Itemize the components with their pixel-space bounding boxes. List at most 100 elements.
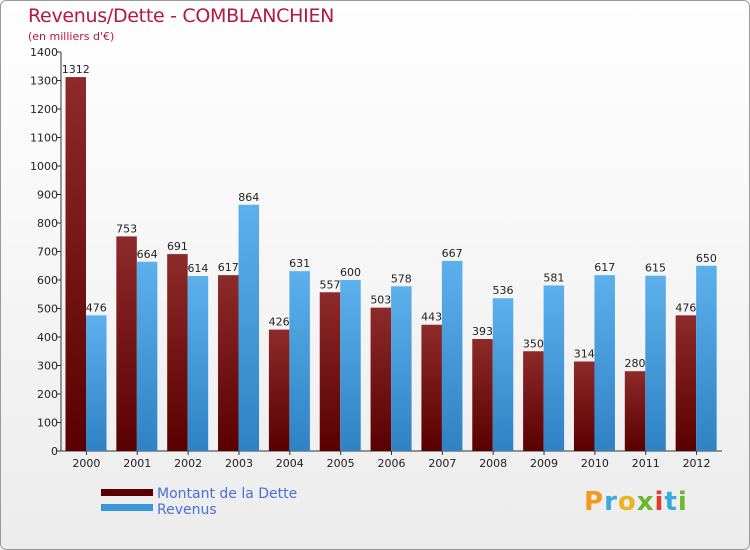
x-tick-label: 2003: [225, 457, 253, 470]
proxiti-logo: Proxiti: [584, 487, 688, 517]
data-label-dette: 476: [675, 301, 696, 314]
x-tick-label: 2002: [174, 457, 202, 470]
logo-letter: P: [584, 487, 605, 517]
data-label-revenus: 650: [696, 252, 717, 265]
data-label-dette: 314: [574, 348, 595, 361]
data-label-dette: 350: [523, 337, 544, 350]
y-tick-label: 300: [37, 360, 58, 373]
x-tick-label: 2010: [581, 457, 609, 470]
bar-revenus: [136, 261, 158, 451]
data-label-revenus: 864: [238, 191, 259, 204]
data-label-revenus: 667: [442, 247, 463, 260]
data-label-revenus: 617: [594, 261, 615, 274]
bar-revenus: [340, 280, 361, 451]
data-label-dette: 617: [218, 261, 239, 274]
y-tick-label: 1100: [30, 132, 58, 145]
data-label-revenus: 614: [187, 262, 208, 275]
data-label-dette: 443: [421, 311, 442, 324]
bar-revenus: [594, 275, 615, 451]
logo-letter: i: [654, 487, 665, 517]
y-tick-label: 600: [37, 274, 58, 287]
data-label-dette: 280: [625, 357, 646, 370]
bar-dette: [675, 315, 697, 451]
logo-letter: t: [664, 487, 678, 517]
bar-revenus: [238, 204, 260, 451]
bars: [65, 77, 717, 451]
data-label-dette: 503: [370, 294, 391, 307]
y-tick-label: 1400: [30, 46, 58, 59]
bar-revenus: [645, 275, 666, 451]
bar-dette: [472, 338, 493, 451]
y-tick-label: 900: [37, 189, 58, 202]
bar-revenus: [289, 271, 310, 451]
logo-letter: x: [636, 487, 655, 517]
bar-revenus: [86, 315, 107, 451]
bar-dette: [65, 77, 86, 451]
data-label-revenus: 476: [86, 301, 107, 314]
bar-dette: [624, 371, 646, 451]
x-tick-label: 2005: [327, 457, 355, 470]
x-tick-label: 2004: [276, 457, 304, 470]
x-axis: 2000 2001 2002 2003 2004 2005 2006 2007 2008 2009…: [61, 450, 722, 470]
y-tick-label: 400: [37, 331, 58, 344]
y-tick-label: 200: [37, 388, 58, 401]
y-axis: 0 100 200 300 400 500 600 700 800 900 1000 1100 1200…: [30, 46, 62, 458]
bar-dette: [116, 236, 137, 451]
bar-dette: [573, 361, 595, 451]
y-tick-label: 800: [37, 217, 58, 230]
logo-letter: r: [604, 487, 618, 517]
data-label-revenus: 581: [543, 271, 564, 284]
y-tick-label: 500: [37, 303, 58, 316]
bar-revenus: [391, 286, 412, 451]
y-tick-label: 700: [37, 246, 58, 259]
y-tick-label: 0: [51, 445, 58, 458]
legend-label-dette: Montant de la Dette: [157, 486, 298, 502]
data-label-dette: 1312: [62, 63, 90, 76]
x-tick-label: 2012: [683, 457, 711, 470]
y-tick-label: 1200: [30, 103, 58, 116]
bar-dette: [268, 329, 290, 451]
bar-dette: [167, 254, 188, 451]
data-label-dette: 426: [269, 316, 290, 329]
legend-swatch-revenus: [101, 504, 153, 511]
data-label-revenus: 600: [340, 266, 361, 279]
data-label-dette: 557: [319, 278, 340, 291]
bar-revenus: [187, 276, 209, 451]
y-tick-label: 100: [37, 417, 58, 430]
bar-revenus: [492, 298, 514, 451]
bar-dette: [218, 275, 239, 451]
bar-dette: [421, 324, 442, 451]
chart-title: Revenus/Dette - COMBLANCHIEN: [28, 5, 335, 27]
bar-dette: [370, 307, 392, 451]
x-tick-label: 2006: [378, 457, 406, 470]
data-label-revenus: 664: [137, 248, 158, 261]
data-label-dette: 753: [116, 222, 137, 235]
data-label-dette: 393: [472, 325, 493, 338]
legend-swatch-dette: [101, 489, 153, 496]
bar-revenus: [696, 265, 717, 451]
x-tick-label: 2009: [530, 457, 558, 470]
logo-letter: o: [617, 487, 637, 517]
data-label-revenus: 615: [645, 262, 666, 275]
x-tick-label: 2011: [632, 457, 660, 470]
x-tick-label: 2008: [479, 457, 507, 470]
bar-revenus: [543, 285, 565, 451]
y-tick-label: 1300: [30, 75, 58, 88]
y-tick-label: 1000: [30, 160, 58, 173]
data-label-revenus: 536: [493, 284, 514, 297]
logo-letter: i: [677, 487, 688, 517]
bar-dette: [523, 351, 544, 451]
chart-subtitle: (en milliers d'€): [28, 30, 115, 43]
legend-label-revenus: Revenus: [157, 502, 217, 518]
data-label-revenus: 631: [289, 257, 310, 270]
x-tick-label: 2007: [428, 457, 456, 470]
x-tick-label: 2000: [72, 457, 100, 470]
data-label-dette: 691: [167, 240, 188, 253]
bar-revenus: [441, 260, 463, 451]
x-tick-label: 2001: [123, 457, 151, 470]
bar-dette: [319, 292, 341, 451]
data-label-revenus: 578: [391, 272, 412, 285]
